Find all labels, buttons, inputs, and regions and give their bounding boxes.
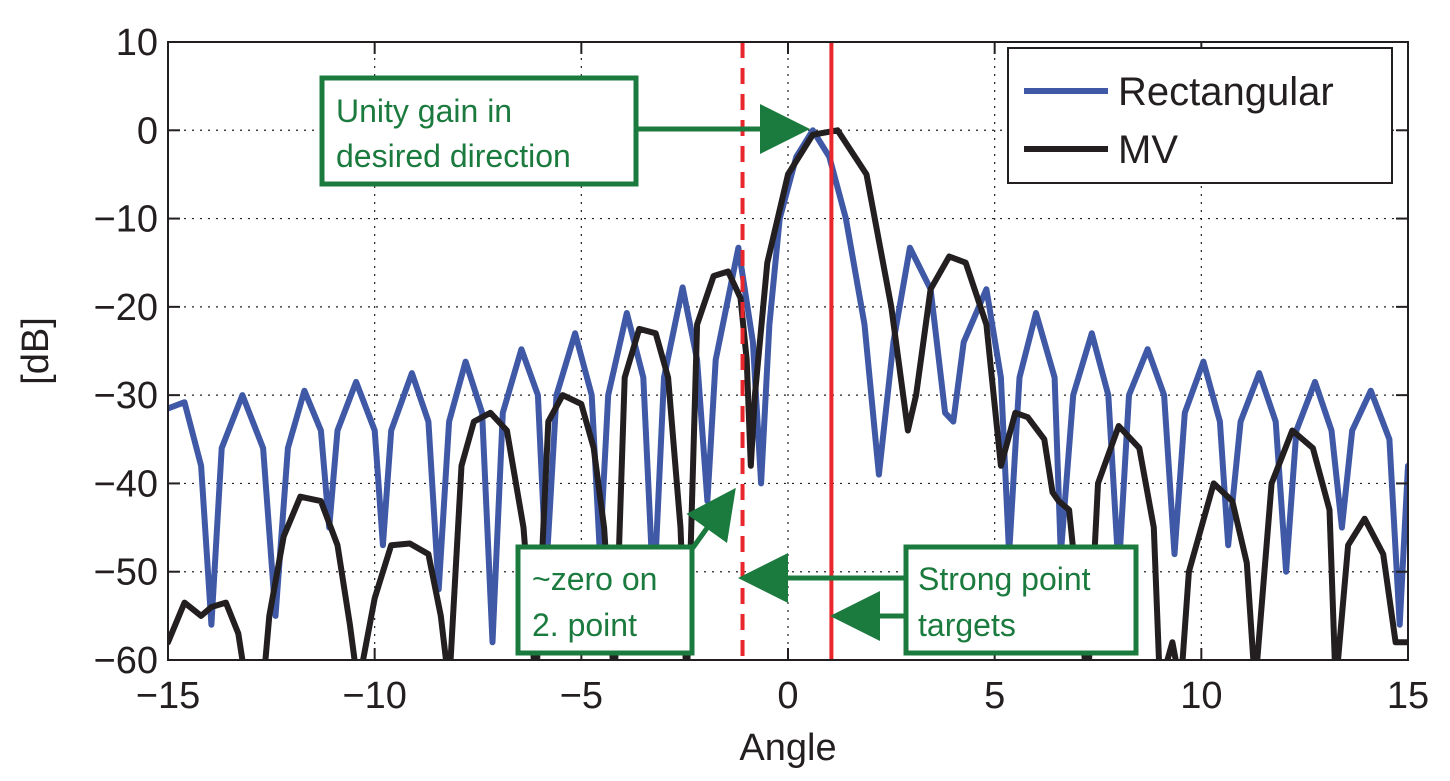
- annotation-zero-arrow: [686, 487, 736, 551]
- legend-box: [1007, 47, 1393, 184]
- x-tick-label: −10: [342, 675, 406, 717]
- series-layer: [168, 127, 1408, 660]
- y-axis-title: [dB]: [15, 317, 57, 385]
- y-tick-label: 10: [116, 22, 158, 64]
- series-line-mv: [168, 127, 1408, 660]
- x-tick-label: 15: [1387, 675, 1429, 717]
- annotation-zero-line-1: ~zero on: [532, 561, 657, 597]
- x-tick-label: −5: [560, 675, 603, 717]
- legend-label-rectangular: Rectangular: [1118, 70, 1334, 114]
- y-tick-label: −10: [94, 199, 158, 241]
- y-tick-label: 0: [137, 110, 158, 152]
- x-axis-title: Angle: [739, 727, 836, 769]
- annotation-unity-line-1: Unity gain in: [336, 93, 512, 129]
- annotation-zero-line-2: 2. point: [532, 607, 637, 643]
- legend: Rectangular MV: [1007, 47, 1393, 184]
- x-tick-label: −15: [136, 675, 200, 717]
- x-tick-label: 5: [984, 675, 1005, 717]
- annotation-strong-box: [903, 544, 1139, 656]
- y-tick-label: −20: [94, 287, 158, 329]
- reference-lines: [740, 42, 834, 660]
- y-tick-label: −30: [94, 375, 158, 417]
- annotation-unity-gain: Unity gain in desired direction: [319, 75, 810, 187]
- annotation-strong-line-2: targets: [918, 607, 1016, 643]
- x-tick-label: 0: [777, 675, 798, 717]
- series-line-rectangular: [168, 127, 1408, 646]
- y-tick-label: −50: [94, 552, 158, 594]
- annotation-zero-box: [515, 544, 695, 656]
- y-tick-label: −40: [94, 463, 158, 505]
- annotation-strong-line-1: Strong point: [918, 561, 1091, 597]
- annotation-zero-point: ~zero on 2. point: [515, 487, 736, 656]
- y-tick-label: −60: [94, 640, 158, 682]
- annotation-strong-targets: Strong point targets: [738, 544, 1139, 656]
- legend-label-mv: MV: [1118, 128, 1178, 172]
- annotation-unity-box: [319, 75, 639, 187]
- annotation-unity-line-2: desired direction: [336, 138, 571, 174]
- x-tick-label: 10: [1180, 675, 1222, 717]
